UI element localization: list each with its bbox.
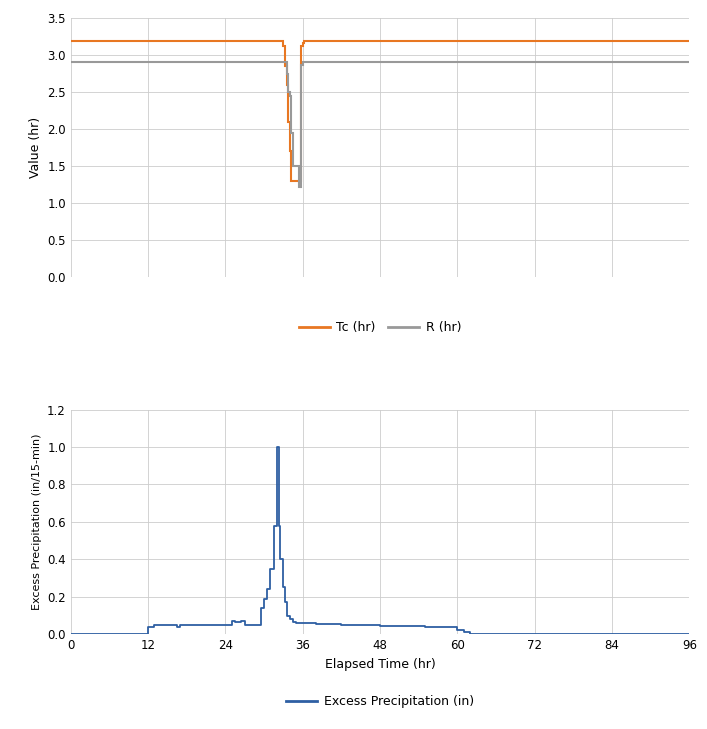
Y-axis label: Value (hr): Value (hr) <box>29 117 42 178</box>
Legend: Tc (hr), R (hr): Tc (hr), R (hr) <box>294 316 466 340</box>
Y-axis label: Excess Precipitation (in/15-min): Excess Precipitation (in/15-min) <box>32 434 42 610</box>
Legend: Excess Precipitation (in): Excess Precipitation (in) <box>281 690 479 713</box>
X-axis label: Elapsed Time (hr): Elapsed Time (hr) <box>325 658 436 671</box>
